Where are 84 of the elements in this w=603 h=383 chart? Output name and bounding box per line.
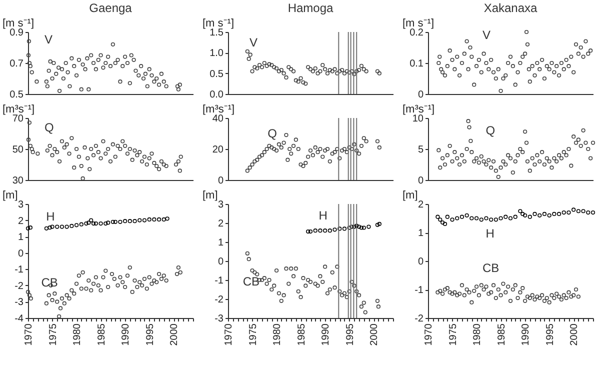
y-tick-label: -2: [14, 280, 24, 292]
x-tick-label: 2000: [369, 323, 380, 346]
x-tick-label: 1985: [496, 323, 508, 346]
x-tick-label: 1990: [320, 323, 332, 346]
y-tick-label: 0.5: [210, 68, 224, 80]
x-tick-label: 1975: [248, 323, 259, 346]
x-tick-label: 1995: [344, 323, 356, 346]
x-tick-label: 1980: [472, 323, 484, 346]
y-tick-label: -3: [14, 297, 24, 308]
y-axis-title: [m³s⁻¹]: [2, 104, 35, 116]
y-axis-title: [m]: [202, 190, 218, 202]
y-tick-label: 0.5: [10, 90, 24, 100]
y-tick-label: 3: [18, 200, 24, 210]
series-label: H: [318, 208, 328, 222]
y-tick-label: 0: [418, 256, 424, 268]
y-tick-label: 0: [218, 176, 224, 186]
x-tick-label: 1990: [120, 323, 132, 346]
x-tick-label: 1980: [272, 323, 284, 346]
x-tick-label: 1975: [448, 323, 459, 346]
y-tick-label: 5: [418, 144, 424, 156]
y-tick-label: 0.7: [10, 58, 24, 70]
y-axis-title: [m s⁻¹]: [202, 18, 234, 30]
series-label: V: [249, 36, 258, 50]
y-tick-label: 0.2: [410, 28, 424, 38]
y-axis-title: [m s⁻¹]: [402, 18, 434, 30]
y-tick-label: 0.9: [10, 28, 24, 38]
y-tick-label: 0.0: [210, 90, 224, 100]
y-tick-label: 1.0: [210, 48, 224, 60]
series-label: CB: [242, 274, 260, 289]
chart-title: Xakanaxa: [484, 1, 538, 15]
y-tick-label: 50: [12, 144, 24, 156]
y-tick-label: 0: [418, 176, 424, 186]
y-tick-label: 1: [18, 232, 24, 244]
x-tick-label: 1970: [424, 323, 434, 346]
y-axis-title: [m³s⁻¹]: [202, 104, 235, 116]
y-tick-label: -2: [414, 314, 424, 324]
y-tick-label: 1.5: [210, 28, 224, 38]
y-tick-label: 0: [418, 90, 424, 100]
y-tick-label: 40: [212, 114, 224, 124]
y-tick-label: -2: [214, 294, 224, 306]
y-tick-label: -3: [214, 314, 224, 324]
x-tick-label: 1985: [96, 323, 108, 346]
x-tick-label: 1985: [296, 323, 308, 346]
y-tick-label: 2: [218, 218, 224, 230]
y-axis-title: [m s⁻¹]: [2, 18, 34, 30]
y-tick-label: 0: [18, 248, 24, 260]
x-tick-label: 1980: [72, 323, 84, 346]
series-label: H: [46, 210, 55, 224]
y-tick-label: 70: [12, 114, 24, 124]
y-tick-label: -1: [414, 285, 424, 296]
series-label: Q: [268, 126, 277, 140]
series-label: H: [486, 226, 494, 241]
x-tick-label: 2000: [569, 323, 580, 346]
series-label: V: [482, 28, 490, 42]
x-tick-label: 1995: [544, 323, 556, 346]
x-tick-label: 1970: [224, 323, 234, 346]
y-tick-label: 1: [418, 228, 424, 239]
y-axis-title: [m]: [402, 190, 418, 202]
chart-title: Hamoga: [288, 1, 334, 15]
y-tick-label: -4: [14, 314, 24, 324]
y-tick-label: 20: [212, 144, 224, 156]
y-axis-title: [m]: [2, 190, 18, 202]
x-tick-label: 1995: [144, 323, 156, 346]
y-tick-label: -1: [14, 264, 24, 276]
y-tick-label: 1: [218, 238, 224, 248]
series-label: CB: [482, 260, 500, 275]
y-axis-title: [m³s⁻¹]: [402, 104, 435, 116]
series-label: CB: [41, 276, 58, 290]
y-tick-label: 0: [218, 256, 224, 268]
series-label: Q: [486, 123, 496, 138]
y-tick-label: 2: [18, 216, 24, 227]
y-tick-label: 3: [218, 200, 224, 210]
y-tick-label: 30: [12, 176, 24, 186]
x-tick-label: 2000: [169, 323, 180, 346]
series-label: Q: [44, 120, 54, 134]
y-tick-label: -1: [214, 276, 224, 286]
y-tick-label: 2: [418, 200, 424, 210]
y-tick-label: 0.1: [410, 58, 424, 70]
x-tick-label: 1975: [48, 323, 59, 346]
chart-title: Gaenga: [89, 1, 132, 15]
series-label: V: [44, 32, 53, 46]
x-tick-label: 1970: [24, 323, 34, 346]
y-tick-label: 10: [412, 114, 424, 124]
x-tick-label: 1990: [520, 323, 532, 346]
